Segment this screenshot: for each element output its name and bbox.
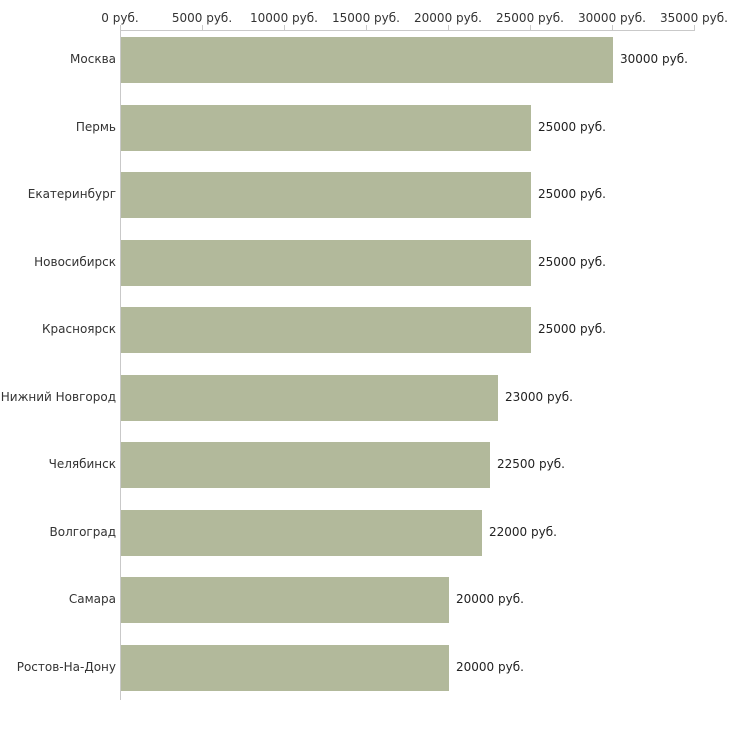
x-tick-label: 0 руб. — [101, 11, 139, 25]
x-tick-label: 25000 руб. — [496, 11, 564, 25]
bar — [121, 442, 490, 488]
category-label: Новосибирск — [34, 255, 116, 269]
category-label: Нижний Новгород — [0, 390, 116, 404]
x-tick-label: 35000 руб. — [660, 11, 728, 25]
x-tick-label: 20000 руб. — [414, 11, 482, 25]
x-axis-line — [120, 30, 695, 31]
category-label: Москва — [70, 52, 116, 66]
x-tick-mark — [120, 25, 121, 30]
category-label: Волгоград — [49, 525, 116, 539]
value-label: 22500 руб. — [497, 457, 565, 471]
category-label: Ростов-На-Дону — [16, 660, 116, 674]
x-tick-label: 30000 руб. — [578, 11, 646, 25]
category-label: Челябинск — [48, 457, 116, 471]
y-axis-line — [120, 30, 121, 700]
x-tick-label: 15000 руб. — [332, 11, 400, 25]
bar — [121, 240, 531, 286]
x-tick-label: 5000 руб. — [171, 11, 233, 25]
value-label: 30000 руб. — [620, 52, 688, 66]
x-tick-mark — [202, 25, 203, 30]
bar — [121, 37, 613, 83]
x-tick-label: 10000 руб. — [250, 11, 318, 25]
x-tick-mark — [612, 25, 613, 30]
x-tick-mark — [366, 25, 367, 30]
value-label: 22000 руб. — [489, 525, 557, 539]
x-tick-mark — [448, 25, 449, 30]
bar — [121, 105, 531, 151]
value-label: 25000 руб. — [538, 120, 606, 134]
bar — [121, 375, 498, 421]
value-label: 25000 руб. — [538, 187, 606, 201]
bar — [121, 510, 482, 556]
bar — [121, 172, 531, 218]
bar — [121, 577, 449, 623]
category-label: Екатеринбург — [27, 187, 116, 201]
value-label: 25000 руб. — [538, 255, 606, 269]
x-tick-mark — [284, 25, 285, 30]
category-label: Пермь — [75, 120, 116, 134]
value-label: 20000 руб. — [456, 660, 524, 674]
bar — [121, 645, 449, 691]
x-tick-mark — [530, 25, 531, 30]
value-label: 25000 руб. — [538, 322, 606, 336]
x-tick-mark — [694, 25, 695, 30]
bar — [121, 307, 531, 353]
category-label: Красноярск — [42, 322, 116, 336]
category-label: Самара — [68, 592, 116, 606]
value-label: 20000 руб. — [456, 592, 524, 606]
value-label: 23000 руб. — [505, 390, 573, 404]
